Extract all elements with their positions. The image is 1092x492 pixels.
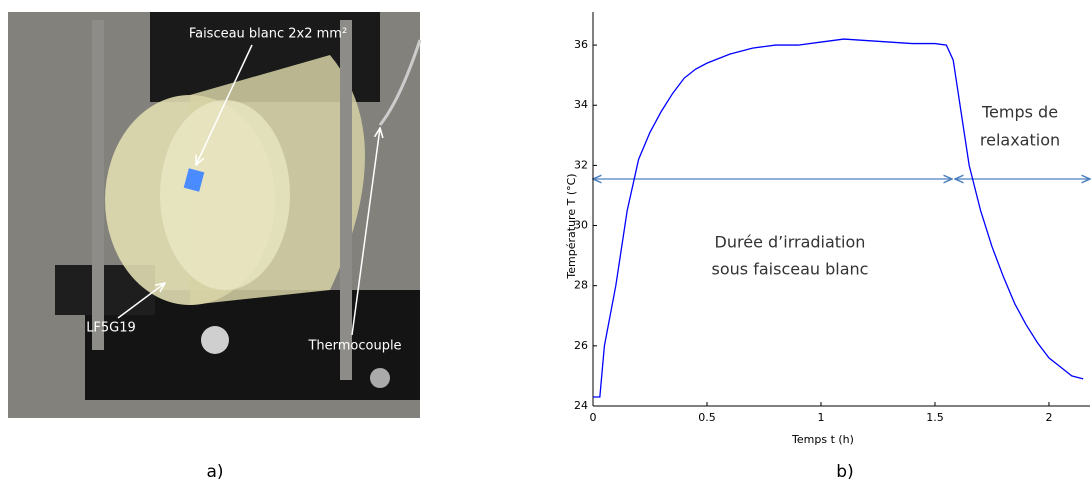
y-tick-label: 26 xyxy=(574,339,588,352)
annotation: Temps de xyxy=(981,103,1058,122)
y-tick-label: 34 xyxy=(574,98,588,111)
annotation: relaxation xyxy=(980,131,1060,150)
y-tick-label: 28 xyxy=(574,279,588,292)
annotation: Durée d’irradiation xyxy=(715,233,866,252)
x-tick-label: 0 xyxy=(590,411,597,424)
x-tick-label: 1.5 xyxy=(926,411,944,424)
y-tick-label: 30 xyxy=(574,219,588,232)
data-line xyxy=(593,38,1084,398)
x-axis-label: Temps t (h) xyxy=(791,433,854,446)
photo-label: Thermocouple xyxy=(307,339,401,354)
y-axis-label: Température T (°C) xyxy=(565,173,578,279)
x-tick-label: 1 xyxy=(817,411,824,424)
x-tick-label: 0.5 xyxy=(698,411,716,424)
y-tick-label: 24 xyxy=(574,399,588,412)
photo: Faisceau blanc 2x2 mm² LF5G19 Thermocoup… xyxy=(8,12,422,418)
photo-label: LF5G19 xyxy=(86,321,136,336)
y-tick-label: 32 xyxy=(574,158,588,171)
panel-caption: a) xyxy=(206,462,223,482)
x-tick-label: 2 xyxy=(1045,411,1052,424)
panel-caption: b) xyxy=(836,462,853,482)
y-tick-label: 36 xyxy=(574,38,588,51)
photo-label: Faisceau blanc 2x2 mm² xyxy=(189,27,347,42)
annotation: sous faisceau blanc xyxy=(712,260,869,279)
